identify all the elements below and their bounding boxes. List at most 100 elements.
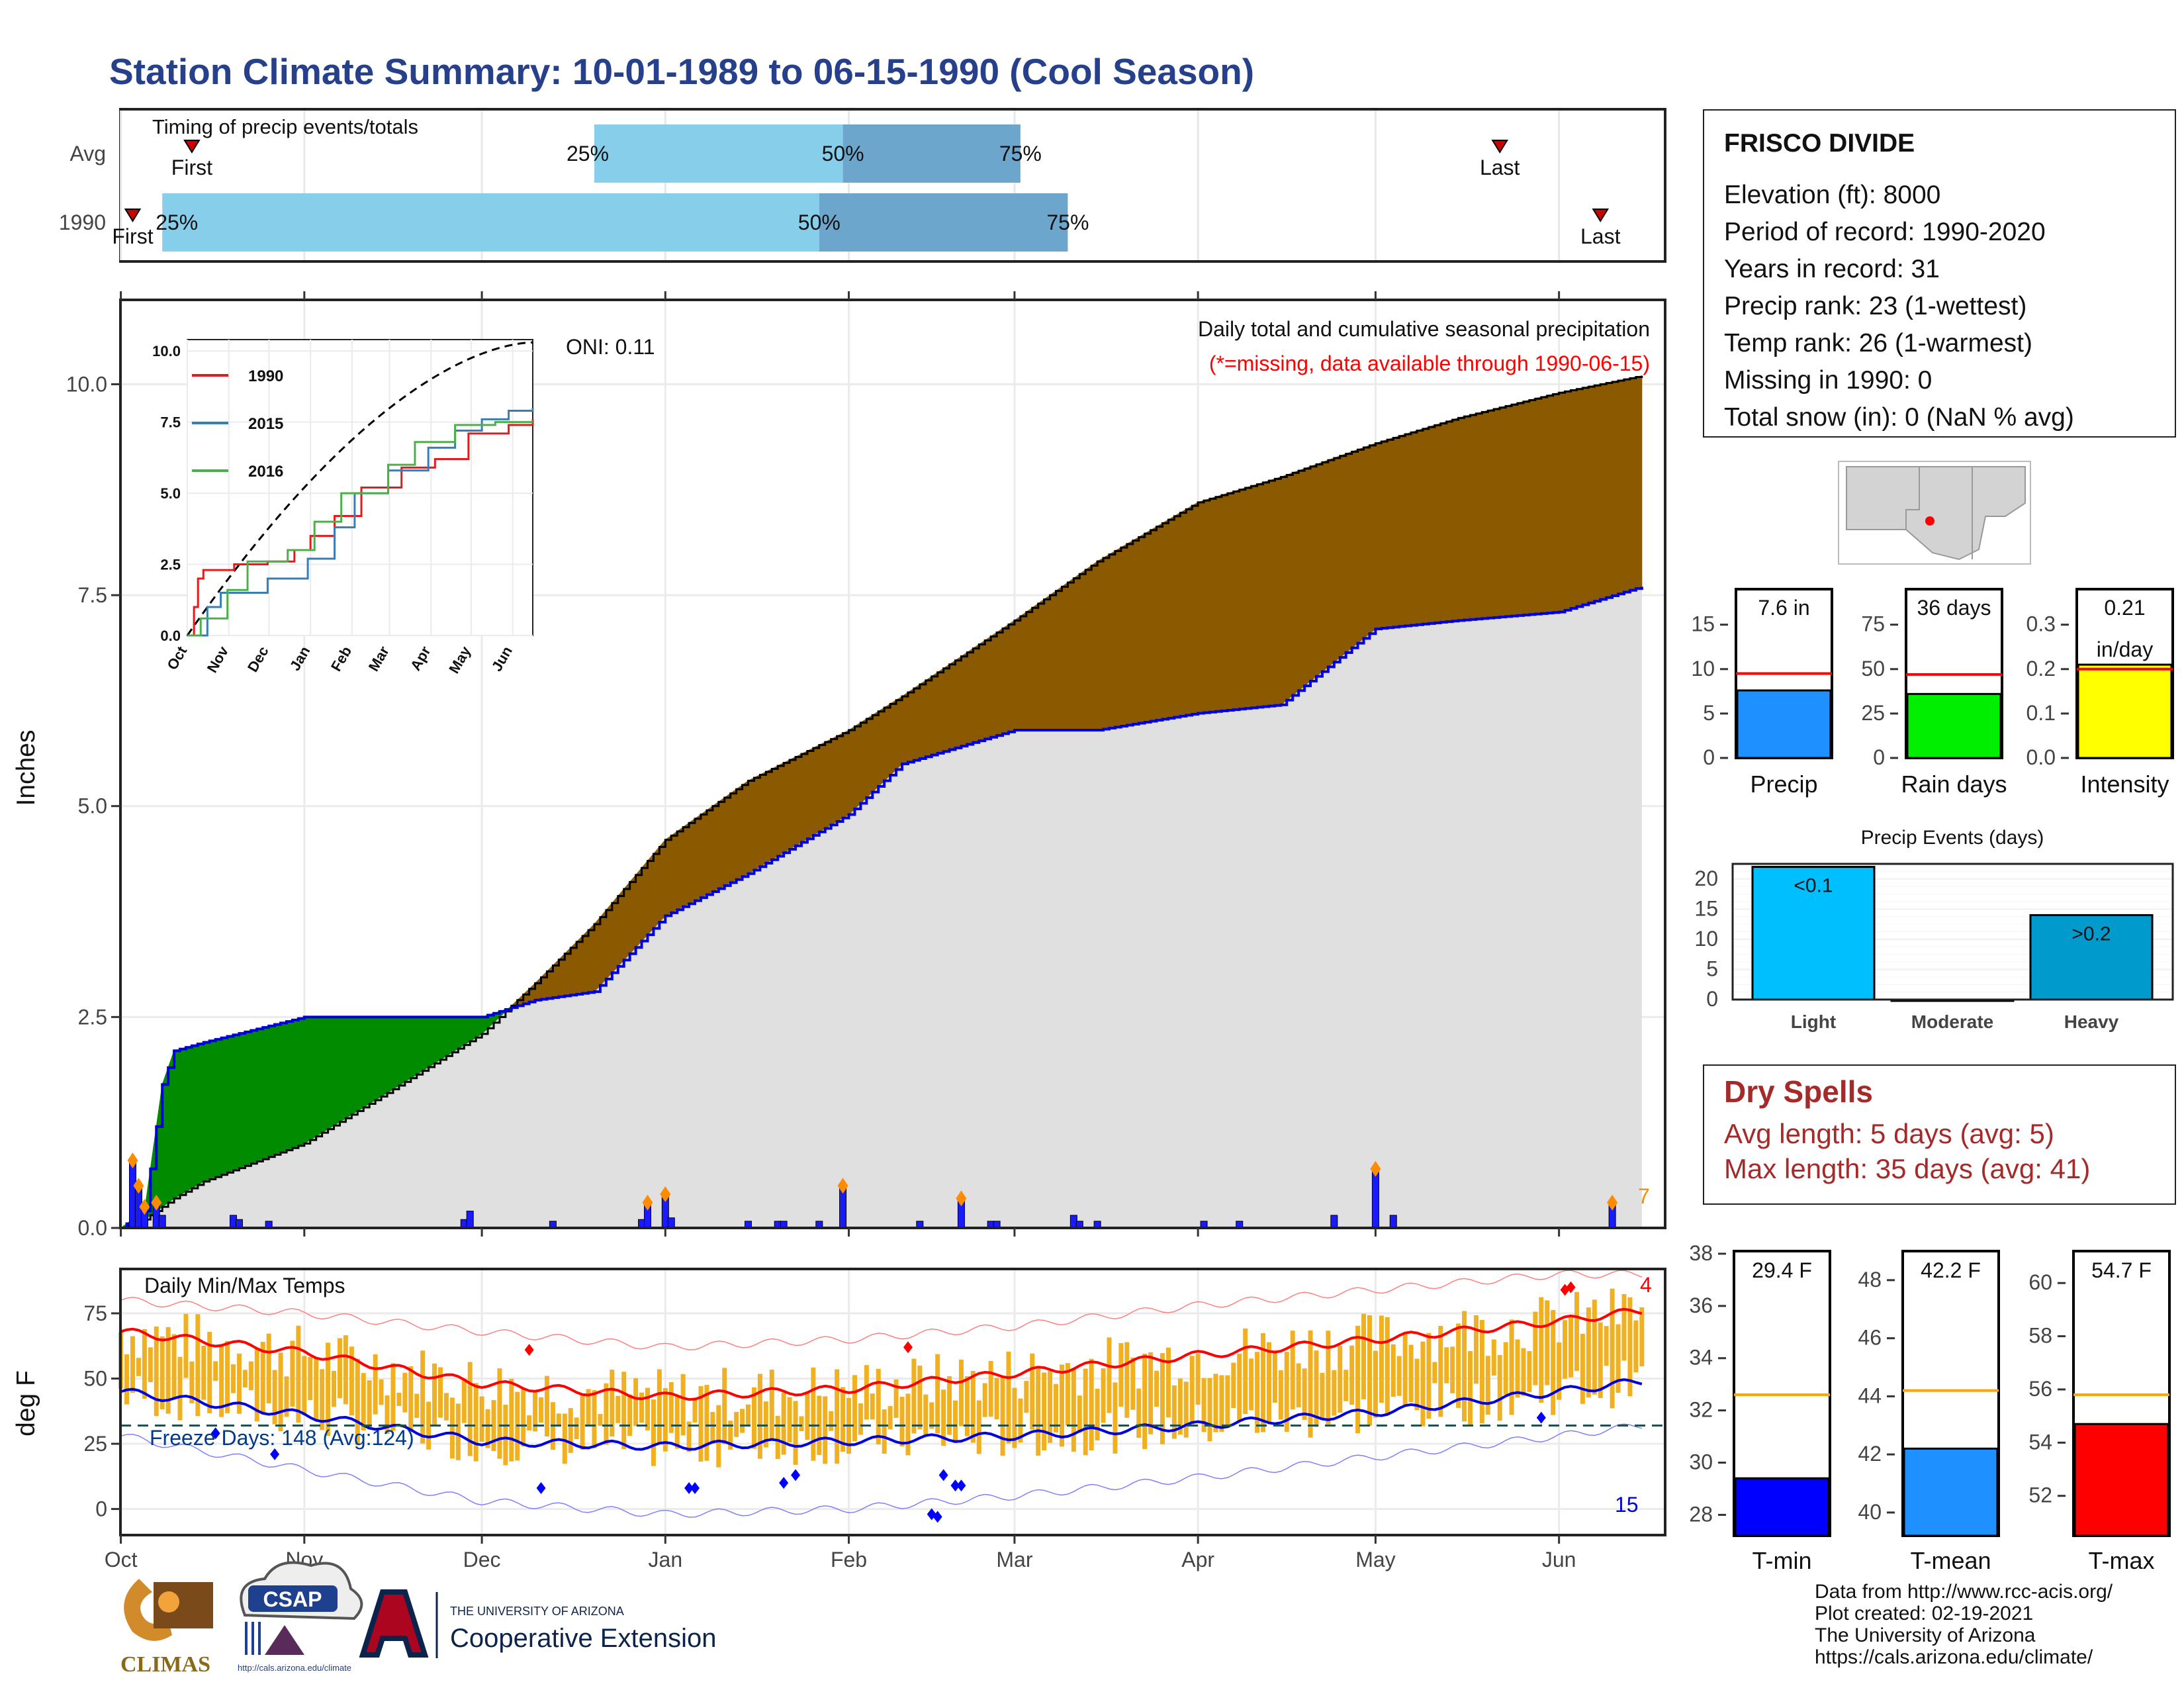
daily-temp-bar	[248, 1361, 253, 1391]
surplus-band	[848, 726, 855, 816]
record-high-marker	[1566, 1281, 1576, 1293]
daily-temp-bar	[491, 1400, 496, 1452]
temp-y-tick: 75	[83, 1301, 107, 1325]
daily-temp-bar	[1551, 1309, 1556, 1415]
daily-temp-bar	[1426, 1333, 1432, 1419]
surplus-band	[1310, 463, 1317, 682]
daily-temp-bar	[1627, 1297, 1633, 1397]
daily-temp-bar	[1456, 1323, 1461, 1408]
deficit-band	[215, 1037, 222, 1178]
temp-y-axis: 0 25 50 75	[83, 1301, 120, 1521]
temp-bar-label: T-mean	[1910, 1547, 1991, 1574]
daily-temp-bar	[1124, 1342, 1130, 1418]
deficit-band	[238, 1031, 246, 1169]
deficit-band	[292, 1017, 299, 1149]
mini-bar-value: 7.6 in	[1758, 596, 1809, 620]
daily-temp-bar	[769, 1370, 774, 1440]
surplus-band	[884, 703, 891, 782]
daily-temp-bar	[171, 1334, 177, 1399]
timing-row-1990: 1990	[59, 211, 106, 234]
station-period: Period of record: 1990-2020	[1724, 218, 2046, 246]
inset-y-tick: 2.5	[160, 557, 181, 573]
daily-precip-bar	[1389, 1215, 1397, 1229]
temp-bar-tick: 42	[1858, 1442, 1882, 1466]
daily-temp-bar	[970, 1371, 976, 1443]
daily-temp-bar	[1515, 1339, 1520, 1398]
x-tick-label: Apr	[1181, 1548, 1214, 1571]
surplus-band	[1617, 379, 1625, 594]
deficit-band	[339, 1016, 346, 1123]
surplus-band	[1292, 470, 1299, 696]
surplus-band	[1334, 455, 1341, 663]
daily-temp-bar	[1030, 1353, 1035, 1430]
daily-temp-bar	[680, 1374, 686, 1436]
inset-legend-label: 2015	[248, 415, 283, 433]
daily-temp-bar	[455, 1403, 461, 1460]
temp-bar-T-min	[1734, 1477, 1830, 1537]
surplus-band	[925, 675, 933, 757]
daily-temp-bar	[704, 1385, 709, 1461]
daily-temp-bar	[668, 1382, 674, 1433]
surplus-band	[1020, 611, 1027, 731]
daily-temp-bar	[698, 1386, 704, 1462]
daily-temp-bar	[1533, 1311, 1538, 1385]
events-bar-label: <0.1	[1794, 875, 1833, 897]
station-map	[1838, 461, 2031, 565]
surplus-band	[771, 765, 778, 861]
daily-temp-bar	[887, 1406, 893, 1430]
temp-panel-label: Daily Min/Max Temps	[144, 1274, 345, 1297]
daily-temp-bar	[988, 1361, 993, 1417]
surplus-band	[718, 797, 725, 890]
dry-spells-avg: Avg length: 5 days (avg: 5)	[1724, 1118, 2054, 1149]
deficit-band	[268, 1023, 275, 1158]
surplus-band	[1316, 461, 1323, 677]
extreme-precip-marker	[151, 1194, 162, 1211]
daily-temp-bar	[864, 1365, 869, 1420]
temp-y-tick: 25	[83, 1432, 107, 1456]
freeze-days-label: Freeze Days: 148 (Avg:124)	[150, 1426, 414, 1450]
inset-y-tick: 0.0	[160, 628, 181, 644]
surplus-band	[1286, 472, 1293, 701]
timing-bar-q25-q50	[594, 124, 843, 183]
daily-temp-bar	[485, 1409, 490, 1448]
daily-temp-bar	[876, 1368, 881, 1444]
daily-temp-bar	[1219, 1375, 1224, 1432]
daily-temp-bar	[219, 1346, 224, 1417]
daily-temp-bar	[437, 1367, 443, 1418]
station-missing: Missing in 1990: 0	[1724, 366, 1933, 395]
daily-temp-bar	[1574, 1291, 1579, 1371]
daily-temp-bar	[740, 1409, 745, 1433]
daily-temp-bar	[562, 1413, 567, 1464]
deficit-band	[457, 1016, 465, 1050]
daily-temp-bar	[1479, 1320, 1484, 1424]
surplus-band	[700, 810, 707, 898]
events-bar-label: >0.2	[2071, 923, 2111, 945]
surplus-band	[1126, 539, 1134, 726]
surplus-band	[1233, 489, 1240, 710]
surplus-band	[1428, 424, 1435, 624]
surplus-band	[1635, 375, 1643, 589]
surplus-band	[1345, 451, 1353, 653]
surplus-band	[1470, 413, 1477, 620]
daily-temp-bar	[130, 1336, 135, 1393]
daily-temp-bar	[1586, 1307, 1591, 1398]
surplus-band	[1606, 381, 1613, 598]
events-y-tick: 5	[1706, 957, 1718, 980]
daily-temp-bar	[1621, 1293, 1627, 1361]
daily-temp-bar	[1113, 1382, 1118, 1454]
surplus-band	[694, 814, 702, 902]
daily-temp-bar	[964, 1376, 970, 1436]
daily-temp-bar	[1438, 1325, 1443, 1417]
surplus-band	[724, 792, 731, 886]
mini-bar-tick: 10	[1691, 657, 1715, 680]
daily-temp-bar	[278, 1352, 283, 1432]
surplus-band	[801, 750, 808, 843]
surplus-band	[1381, 439, 1388, 629]
surplus-band	[1511, 402, 1518, 617]
mini-bar-tick: 50	[1861, 657, 1885, 680]
csap-text: CSAP	[263, 1587, 322, 1611]
surplus-band	[1161, 519, 1169, 720]
daily-temp-bar	[1183, 1382, 1189, 1438]
surplus-band	[753, 774, 760, 871]
